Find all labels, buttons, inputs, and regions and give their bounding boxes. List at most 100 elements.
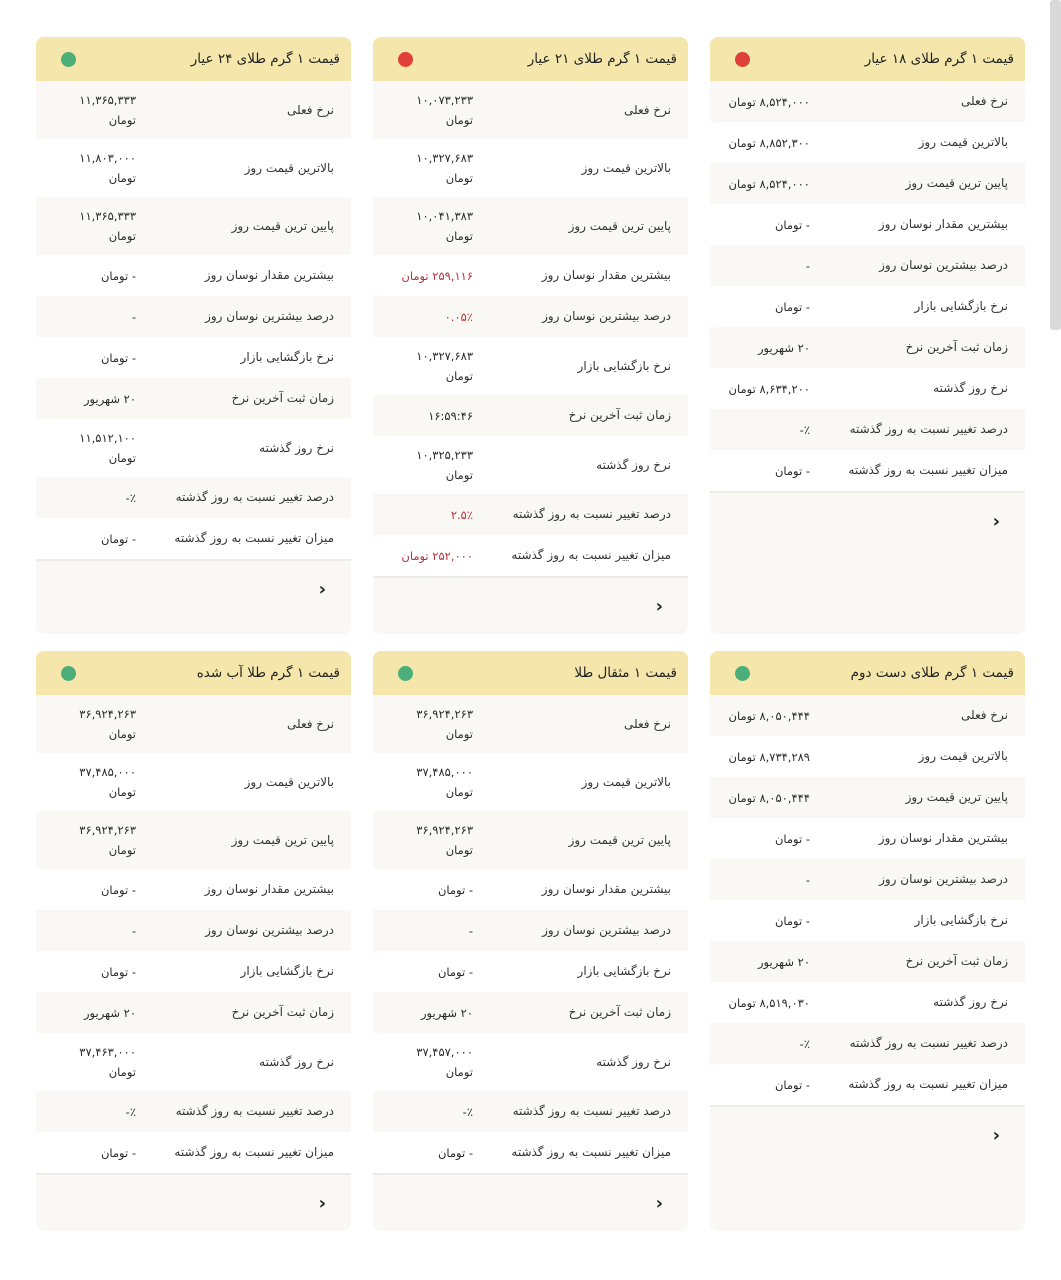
- row-label: درصد بیشترین نوسان روز: [879, 872, 1008, 886]
- table-row: درصد تغییر نسبت به روز گذشته ٪-: [710, 409, 1025, 450]
- row-label: نرخ روز گذشته: [933, 995, 1008, 1009]
- more-button[interactable]: ‹: [373, 576, 688, 634]
- more-button[interactable]: ‹: [36, 559, 351, 617]
- row-label: درصد بیشترین نوسان روز: [205, 309, 334, 323]
- card-title: قیمت ۱ گرم طلای دست دوم: [850, 665, 1014, 681]
- row-label: درصد تغییر نسبت به روز گذشته: [512, 1104, 671, 1118]
- row-label: نرخ روز گذشته: [259, 1054, 334, 1069]
- chevron-left-icon[interactable]: ‹: [992, 1124, 1000, 1146]
- row-value: - تومان: [774, 831, 810, 846]
- row-label: بالاترین قیمت روز: [581, 774, 671, 789]
- table-row: درصد بیشترین نوسان روز -: [710, 859, 1025, 900]
- card-header: قیمت ۱ گرم طلای دست دوم: [710, 651, 1025, 695]
- row-value: ۱۰,۳۲۷,۶۸۳ تومان: [416, 349, 473, 383]
- row-value: ۸,۷۳۴,۲۸۹ تومان: [728, 749, 810, 764]
- row-label: نرخ بازگشایی بازار: [914, 299, 1008, 313]
- row-value: - تومان: [437, 964, 473, 979]
- row-label: درصد بیشترین نوسان روز: [879, 258, 1008, 272]
- table-row: نرخ فعلی ۸,۰۵۰,۴۴۴ تومان: [710, 695, 1025, 736]
- row-value: ۳۶,۹۲۴,۲۶۳ تومان: [79, 823, 136, 857]
- row-value: ٪-: [125, 1104, 136, 1119]
- row-label: درصد تغییر نسبت به روز گذشته: [512, 507, 671, 521]
- table-row: درصد بیشترین نوسان روز -: [710, 245, 1025, 286]
- more-button[interactable]: ‹: [710, 491, 1025, 549]
- price-card: قیمت ۱ مثقال طلا نرخ فعلی ۳۶,۹۲۴,۲۶۳ تومان…: [373, 651, 688, 1231]
- table-row: نرخ بازگشایی بازار - تومان: [36, 337, 351, 378]
- table-row: نرخ بازگشایی بازار - تومان: [710, 900, 1025, 941]
- table-row: زمان ثبت آخرین نرخ ۱۶:۵۹:۴۶: [373, 395, 688, 436]
- row-label: میزان تغییر نسبت به روز گذشته: [511, 548, 671, 562]
- more-button[interactable]: ‹: [710, 1105, 1025, 1163]
- row-value: ۸,۵۲۴,۰۰۰ تومان: [728, 176, 810, 191]
- table-row: نرخ روز گذشته ۱۱,۵۱۲,۱۰۰ تومان: [36, 419, 351, 477]
- row-value: ٪-: [799, 422, 810, 437]
- table-row: درصد تغییر نسبت به روز گذشته ٪-: [710, 1023, 1025, 1064]
- row-label: زمان ثبت آخرین نرخ: [231, 391, 334, 405]
- row-label: نرخ بازگشایی بازار: [914, 913, 1008, 927]
- chevron-left-icon[interactable]: ‹: [992, 510, 1000, 532]
- row-value: - تومان: [437, 1145, 473, 1160]
- status-up-dot-icon: [61, 51, 76, 67]
- row-label: بیشترین مقدار نوسان روز: [204, 882, 334, 896]
- chevron-left-icon[interactable]: ‹: [655, 1192, 663, 1214]
- row-value: ۱۰,۳۲۵,۲۳۳ تومان: [416, 448, 473, 482]
- table-row: درصد تغییر نسبت به روز گذشته ۲.۵٪: [373, 494, 688, 535]
- row-value: ۳۷,۴۶۳,۰۰۰ تومان: [79, 1045, 136, 1079]
- row-value: ۸,۰۵۰,۴۴۴ تومان: [728, 708, 810, 723]
- table-row: میزان تغییر نسبت به روز گذشته - تومان: [710, 1064, 1025, 1105]
- card-rows: نرخ فعلی ۳۶,۹۲۴,۲۶۳ تومان بالاترین قیمت رو…: [36, 695, 351, 1173]
- row-label: بالاترین قیمت روز: [244, 774, 334, 789]
- row-label: زمان ثبت آخرین نرخ: [568, 1005, 671, 1019]
- table-row: پایین ترین قیمت روز ۳۶,۹۲۴,۲۶۳ تومان: [36, 811, 351, 869]
- row-value: ۲.۵٪: [450, 507, 473, 522]
- row-value: ۸,۵۱۹,۰۳۰ تومان: [728, 995, 810, 1010]
- row-value: - تومان: [774, 299, 810, 314]
- table-row: زمان ثبت آخرین نرخ ۲۰ شهریور: [36, 992, 351, 1033]
- status-up-dot-icon: [398, 665, 413, 681]
- card-rows: نرخ فعلی ۱۱,۳۶۵,۳۳۳ تومان بالاترین قیمت رو…: [36, 81, 351, 559]
- row-label: نرخ روز گذشته: [259, 440, 334, 455]
- table-row: درصد بیشترین نوسان روز ۰.۰۵٪: [373, 296, 688, 337]
- row-label: بالاترین قیمت روز: [918, 135, 1008, 149]
- table-row: زمان ثبت آخرین نرخ ۲۰ شهریور: [710, 327, 1025, 368]
- table-row: بیشترین مقدار نوسان روز - تومان: [710, 204, 1025, 245]
- chevron-left-icon[interactable]: ‹: [318, 578, 326, 600]
- card-rows: نرخ فعلی ۸,۰۵۰,۴۴۴ تومان بالاترین قیمت روز…: [710, 695, 1025, 1105]
- row-value: -: [131, 923, 136, 938]
- row-label: پایین ترین قیمت روز: [905, 790, 1008, 804]
- scrollbar[interactable]: [1050, 0, 1061, 330]
- row-value: ۳۶,۹۲۴,۲۶۳ تومان: [79, 707, 136, 741]
- table-row: درصد بیشترین نوسان روز -: [36, 296, 351, 337]
- table-row: نرخ بازگشایی بازار ۱۰,۳۲۷,۶۸۳ تومان: [373, 337, 688, 395]
- chevron-left-icon[interactable]: ‹: [655, 595, 663, 617]
- row-value: ۸,۶۳۴,۲۰۰ تومان: [728, 381, 810, 396]
- price-card: قیمت ۱ گرم طلا آب شده نرخ فعلی ۳۶,۹۲۴,۲۶۳ …: [36, 651, 351, 1231]
- row-value: ۲۰ شهریور: [84, 1005, 136, 1020]
- row-label: نرخ فعلی: [960, 94, 1008, 108]
- table-row: نرخ روز گذشته ۸,۵۱۹,۰۳۰ تومان: [710, 982, 1025, 1023]
- row-label: نرخ فعلی: [623, 716, 671, 731]
- row-label: نرخ فعلی: [623, 102, 671, 117]
- row-value: ۸,۵۲۴,۰۰۰ تومان: [728, 94, 810, 109]
- row-label: نرخ روز گذشته: [596, 1054, 671, 1069]
- table-row: زمان ثبت آخرین نرخ ۲۰ شهریور: [710, 941, 1025, 982]
- card-rows: نرخ فعلی ۸,۵۲۴,۰۰۰ تومان بالاترین قیمت روز…: [710, 81, 1025, 491]
- more-button[interactable]: ‹: [36, 1173, 351, 1231]
- row-label: بیشترین مقدار نوسان روز: [878, 217, 1008, 231]
- row-label: میزان تغییر نسبت به روز گذشته: [848, 463, 1008, 477]
- chevron-left-icon[interactable]: ‹: [318, 1192, 326, 1214]
- table-row: نرخ روز گذشته ۸,۶۳۴,۲۰۰ تومان: [710, 368, 1025, 409]
- table-row: بیشترین مقدار نوسان روز - تومان: [373, 869, 688, 910]
- row-label: نرخ بازگشایی بازار: [240, 350, 334, 364]
- row-value: -: [805, 258, 810, 273]
- more-button[interactable]: ‹: [373, 1173, 688, 1231]
- row-value: - تومان: [100, 882, 136, 897]
- table-row: پایین ترین قیمت روز ۸,۰۵۰,۴۴۴ تومان: [710, 777, 1025, 818]
- card-header: قیمت ۱ گرم طلا آب شده: [36, 651, 351, 695]
- table-row: بالاترین قیمت روز ۱۱,۸۰۳,۰۰۰ تومان: [36, 139, 351, 197]
- row-value: -: [805, 872, 810, 887]
- row-value: ٪-: [799, 1036, 810, 1051]
- row-value: - تومان: [774, 1077, 810, 1092]
- row-label: درصد تغییر نسبت به روز گذشته: [175, 490, 334, 504]
- row-label: بالاترین قیمت روز: [581, 160, 671, 175]
